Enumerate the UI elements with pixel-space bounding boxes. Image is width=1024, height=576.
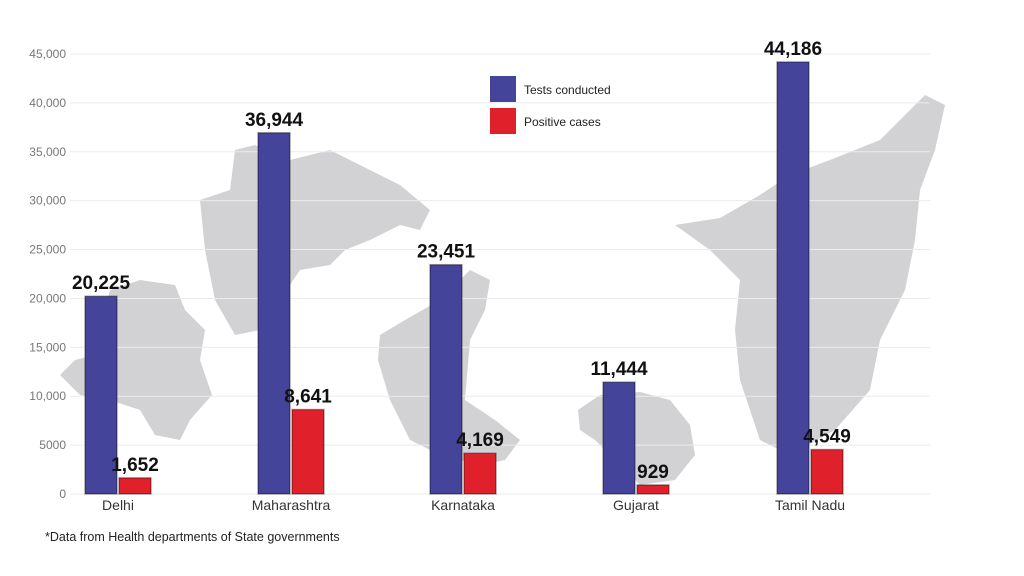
y-tick-label: 0 — [59, 487, 66, 501]
data-label: 1,652 — [111, 455, 159, 476]
x-category-label: Gujarat — [613, 497, 659, 513]
y-axis: 0 5000 10,000 15,000 20,000 25,000 30,000 35,00… — [29, 47, 66, 501]
bar-tests — [84, 295, 118, 495]
delhi-map-shape — [60, 280, 212, 440]
legend-swatch-tests — [490, 76, 516, 102]
y-tick-label: 25,000 — [29, 243, 66, 257]
y-tick-label: 20,000 — [29, 291, 66, 305]
y-tick-label: 40,000 — [29, 96, 66, 110]
data-label: 4,549 — [803, 427, 851, 448]
legend: Tests conducted Positive cases — [490, 76, 611, 134]
bar-tests — [429, 263, 463, 495]
bar-positive — [118, 477, 152, 495]
bar-positive — [636, 484, 670, 495]
bar-tests — [776, 61, 810, 495]
y-tick-label: 30,000 — [29, 194, 66, 208]
x-category-label: Maharashtra — [252, 497, 331, 513]
bar-positive — [291, 408, 325, 495]
data-label: 8,641 — [284, 387, 332, 408]
data-label: 44,186 — [764, 39, 822, 60]
x-category-label: Tamil Nadu — [775, 497, 845, 513]
y-tick-label: 15,000 — [29, 340, 66, 354]
y-tick-label: 35,000 — [29, 145, 66, 159]
legend-label-tests: Tests conducted — [524, 83, 611, 97]
data-label: 4,169 — [456, 430, 504, 451]
data-label: 11,444 — [590, 359, 647, 380]
y-tick-label: 45,000 — [29, 47, 66, 61]
x-category-label: Karnataka — [431, 497, 495, 513]
legend-label-positive: Positive cases — [524, 115, 601, 129]
data-label: 929 — [637, 462, 669, 483]
tamil-nadu-map-shape — [675, 95, 945, 455]
data-label: 36,944 — [245, 110, 304, 131]
bar-positive — [810, 448, 844, 495]
data-label: 20,225 — [72, 273, 131, 294]
bars: 20,225 1,652 Delhi 36,944 8,641 Maharashtra 23… — [72, 39, 851, 513]
y-tick-label: 5000 — [39, 438, 66, 452]
bar-tests — [602, 381, 636, 495]
bar-positive — [463, 452, 497, 495]
data-label: 23,451 — [417, 242, 476, 263]
legend-swatch-positive — [490, 108, 516, 134]
x-category-label: Delhi — [102, 497, 134, 513]
maharashtra-map-shape — [200, 145, 430, 335]
y-tick-label: 10,000 — [29, 389, 66, 403]
footnote: *Data from Health departments of State g… — [45, 530, 340, 544]
bar-tests — [257, 132, 291, 495]
